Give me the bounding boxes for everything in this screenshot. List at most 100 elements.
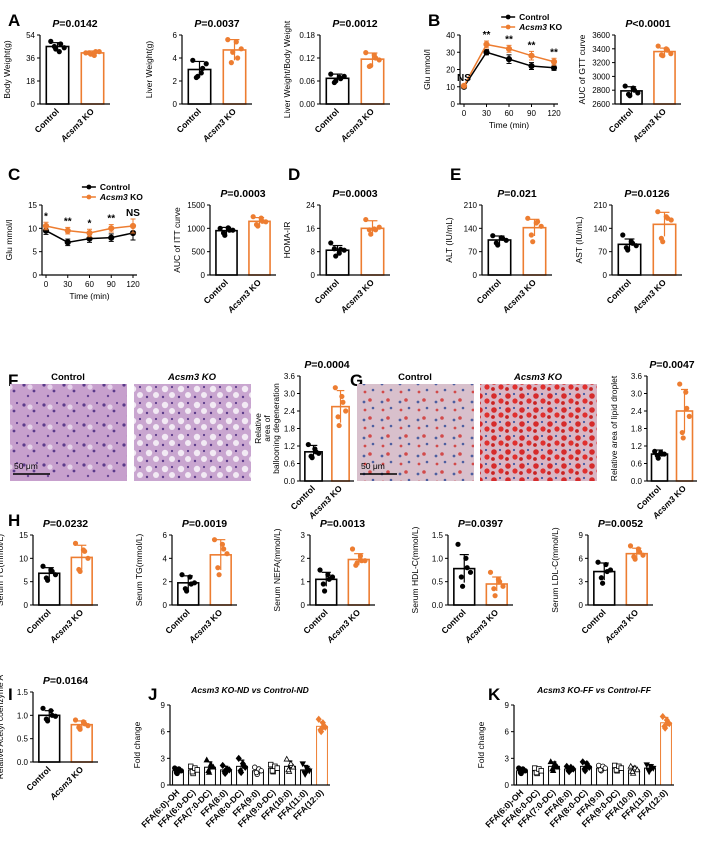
- data-point-0-3: [654, 452, 660, 459]
- data-point-8-3: [645, 767, 652, 774]
- y-axis-label: ALT (IU/mL): [444, 217, 454, 263]
- data-point-7-3: [629, 768, 636, 774]
- category-label-1: Acsm3 KO: [500, 277, 538, 315]
- y-tick-label: 0: [505, 781, 510, 790]
- y-tick-label: 140: [594, 224, 608, 233]
- legend-marker-0: [86, 184, 92, 190]
- data-point-1-0: [627, 543, 634, 549]
- data-point-0-5: [467, 569, 474, 575]
- category-label-0: Control: [301, 607, 329, 635]
- data-point-1-0: [655, 43, 661, 49]
- y-tick-label: 10: [28, 224, 37, 233]
- data-point-1-4: [258, 215, 264, 221]
- category-label-0: Control: [579, 607, 607, 635]
- series-point-1-0: [460, 82, 468, 89]
- data-point-1-5: [376, 224, 382, 230]
- legend-label-0: Control: [100, 182, 130, 192]
- data-point-0-5: [191, 580, 198, 586]
- data-point-0-4: [463, 555, 469, 561]
- y-tick-label: 0.18: [299, 31, 315, 40]
- category-label-0: Control: [312, 106, 340, 134]
- data-point-0-5: [178, 768, 184, 774]
- data-point-1-1: [336, 422, 342, 429]
- data-point-0-5: [503, 237, 509, 243]
- data-point-1-3: [528, 232, 534, 238]
- data-point-0-5: [661, 451, 667, 457]
- p-value: P=0.0126: [624, 188, 669, 200]
- data-point-1-5: [668, 217, 674, 223]
- y-tick-label: 0.06: [299, 77, 315, 86]
- data-point-0-4: [225, 225, 231, 231]
- y-axis-label: Relativearea ofballooning degeneration: [253, 383, 281, 474]
- y-tick-label: 1.8: [631, 425, 643, 434]
- series-point-0-3: [528, 62, 535, 70]
- data-point-1-2: [235, 55, 241, 61]
- y-axis-label: AUC of ITT curve: [172, 207, 182, 273]
- data-point-0-5: [341, 73, 347, 80]
- series-point-1-0: [42, 222, 50, 230]
- data-point-0-5: [230, 227, 236, 233]
- p-value: P=0.0142: [52, 18, 97, 30]
- data-point-7-0: [283, 755, 290, 762]
- significance-mark-4: NS: [126, 208, 140, 219]
- y-axis-label: Liver Weight/Body Weight: [282, 20, 292, 118]
- y-tick-label: 2: [163, 578, 168, 587]
- data-point-1-1: [492, 593, 498, 599]
- data-point-1-4: [219, 541, 226, 547]
- data-point-6-5: [274, 765, 280, 771]
- p-value: P=0.0003: [332, 188, 377, 200]
- category-label-0: Control: [174, 106, 202, 134]
- category-label-0: Control: [604, 277, 632, 305]
- legend-label-0: Control: [519, 12, 549, 22]
- data-point-0-3: [193, 74, 199, 81]
- data-point-1-3: [253, 222, 260, 228]
- data-point-3-0: [219, 761, 226, 770]
- category-label-0: Control: [32, 106, 60, 134]
- data-point-1-0: [349, 546, 356, 552]
- bar-1: [625, 552, 648, 606]
- y-tick-label: 1500: [187, 201, 205, 210]
- data-point-1-1: [680, 435, 686, 441]
- series-point-1-1: [64, 227, 71, 234]
- legend-label-1: Acsm3 KO: [518, 22, 562, 32]
- chart-title: Acsm3 KO-FF vs Control-FF: [536, 685, 652, 695]
- data-point-0-1: [333, 253, 339, 259]
- y-tick-label: 1.5: [17, 688, 29, 697]
- y-tick-label: 0: [603, 271, 608, 280]
- data-point-1-5: [238, 46, 244, 52]
- data-point-0-3: [458, 574, 464, 580]
- y-tick-label: 0.6: [284, 460, 296, 469]
- p-value: P=0.0013: [320, 518, 365, 530]
- data-point-0-4: [187, 574, 193, 580]
- legend-marker-1: [505, 24, 511, 30]
- y-axis-label: Liver Weight(g): [144, 41, 154, 99]
- data-point-1-0: [211, 537, 218, 543]
- y-tick-label: 9: [579, 531, 584, 540]
- y-tick-label: 70: [598, 248, 607, 257]
- y-tick-label: 3.0: [631, 390, 643, 399]
- p-value: P=0.0047: [649, 359, 694, 371]
- y-tick-label: 1: [301, 578, 306, 587]
- legend-label-1: Acsm3 KO: [99, 192, 143, 202]
- category-label-1: Acsm3 KO: [47, 764, 85, 802]
- y-tick-label: 210: [464, 201, 478, 210]
- y-tick-label: 15: [28, 201, 37, 210]
- data-point-0-1: [459, 583, 466, 589]
- data-point-1-3: [353, 562, 359, 568]
- oro-image-ko: [480, 384, 597, 481]
- data-point-0-2: [464, 565, 470, 571]
- data-point-1-5: [96, 49, 102, 55]
- bar-1: [653, 50, 676, 105]
- data-point-1-3: [658, 235, 664, 241]
- x-tick-label: 90: [107, 280, 116, 289]
- data-point-1-0: [487, 569, 494, 575]
- significance-mark-0: *: [44, 211, 48, 222]
- panel-letter-J: J: [148, 685, 157, 704]
- data-point-1-5: [224, 551, 230, 557]
- data-point-1-5: [668, 51, 674, 57]
